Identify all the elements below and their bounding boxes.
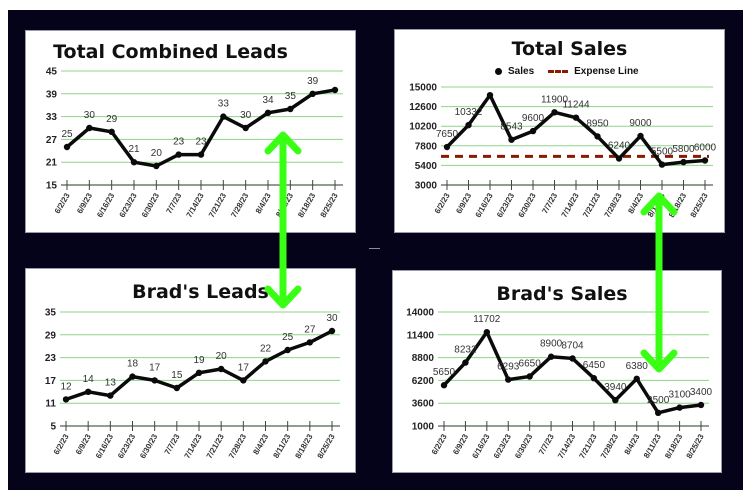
legend-sales-marker-icon bbox=[495, 68, 502, 75]
svg-text:35: 35 bbox=[45, 308, 57, 319]
svg-text:30: 30 bbox=[326, 313, 338, 324]
svg-text:12600: 12600 bbox=[409, 102, 437, 113]
svg-text:15000: 15000 bbox=[409, 83, 437, 94]
svg-text:5500: 5500 bbox=[651, 147, 674, 158]
svg-text:23: 23 bbox=[195, 137, 207, 148]
svg-text:9000: 9000 bbox=[629, 118, 652, 129]
svg-text:9600: 9600 bbox=[522, 113, 545, 124]
chart-title: Total Combined Leads bbox=[53, 41, 288, 63]
svg-text:6200: 6200 bbox=[412, 376, 435, 387]
svg-text:19: 19 bbox=[193, 355, 205, 366]
svg-text:27: 27 bbox=[46, 135, 58, 146]
legend-expense-label: Expense Line bbox=[574, 66, 639, 77]
svg-text:8900: 8900 bbox=[540, 339, 563, 350]
svg-text:3940: 3940 bbox=[604, 382, 627, 393]
svg-text:13: 13 bbox=[105, 378, 117, 389]
svg-text:20: 20 bbox=[151, 148, 163, 159]
svg-text:3400: 3400 bbox=[690, 387, 713, 398]
svg-text:10332: 10332 bbox=[455, 107, 483, 118]
chart-title: Brad's Leads bbox=[132, 281, 269, 303]
svg-text:29: 29 bbox=[106, 114, 118, 125]
svg-text:27: 27 bbox=[304, 324, 316, 335]
chart-title: Brad's Sales bbox=[496, 283, 628, 305]
svg-text:5400: 5400 bbox=[415, 161, 438, 172]
svg-text:30: 30 bbox=[84, 110, 96, 121]
svg-text:21: 21 bbox=[46, 158, 58, 169]
svg-text:23: 23 bbox=[45, 353, 57, 364]
svg-text:33: 33 bbox=[218, 99, 230, 110]
svg-text:11702: 11702 bbox=[473, 314, 501, 325]
svg-text:12: 12 bbox=[60, 381, 72, 392]
svg-text:14: 14 bbox=[83, 374, 95, 385]
svg-text:33: 33 bbox=[46, 112, 58, 123]
svg-text:25: 25 bbox=[282, 332, 294, 343]
svg-text:14000: 14000 bbox=[406, 308, 434, 319]
double-arrow-icon-sales bbox=[640, 192, 678, 373]
svg-text:8800: 8800 bbox=[412, 353, 435, 364]
chart-panel-total-sales: Total Sales Sales Expense Line 3000 5400 7… bbox=[394, 29, 725, 233]
svg-text:2500: 2500 bbox=[647, 395, 670, 406]
svg-text:8232: 8232 bbox=[454, 345, 477, 356]
double-arrow-icon-leads bbox=[264, 131, 302, 309]
svg-text:15: 15 bbox=[46, 181, 58, 192]
svg-text:30: 30 bbox=[240, 110, 252, 121]
svg-text:45: 45 bbox=[46, 67, 58, 78]
svg-text:39: 39 bbox=[46, 89, 58, 100]
svg-text:25: 25 bbox=[61, 129, 73, 140]
legend-expense-dash-icon bbox=[548, 70, 569, 73]
svg-text:11244: 11244 bbox=[562, 100, 590, 111]
chart-title: Total Sales bbox=[511, 38, 628, 60]
svg-text:35: 35 bbox=[285, 91, 297, 102]
svg-text:11: 11 bbox=[45, 399, 56, 410]
legend-sales-label: Sales bbox=[508, 66, 535, 77]
svg-text:39: 39 bbox=[307, 76, 319, 87]
svg-text:34: 34 bbox=[262, 95, 274, 106]
svg-text:23: 23 bbox=[173, 137, 185, 148]
svg-text:7650: 7650 bbox=[436, 129, 459, 140]
svg-text:8543: 8543 bbox=[500, 122, 523, 133]
chart-legend: Sales Expense Line bbox=[495, 66, 639, 77]
svg-text:7800: 7800 bbox=[415, 141, 438, 152]
svg-text:8704: 8704 bbox=[561, 340, 584, 351]
svg-text:17: 17 bbox=[238, 362, 250, 373]
svg-text:6380: 6380 bbox=[626, 361, 649, 372]
svg-text:17: 17 bbox=[149, 362, 161, 373]
svg-text:17: 17 bbox=[45, 376, 57, 387]
svg-text:10200: 10200 bbox=[409, 122, 437, 133]
svg-text:21: 21 bbox=[128, 144, 140, 155]
chart-panel-brads-sales: Brad's Sales 1000 3600 6200 8800 11400 14000 6… bbox=[392, 270, 722, 473]
chart-panel-total-combined-leads: Total Combined Leads 15 21 27 33 39 45 6/2/23 6… bbox=[25, 30, 356, 233]
svg-text:22: 22 bbox=[260, 343, 272, 354]
svg-text:20: 20 bbox=[216, 351, 228, 362]
svg-text:5800: 5800 bbox=[672, 144, 695, 155]
svg-text:3000: 3000 bbox=[415, 181, 438, 192]
svg-text:18: 18 bbox=[127, 359, 139, 370]
svg-text:6293: 6293 bbox=[497, 362, 520, 373]
svg-text:3100: 3100 bbox=[668, 390, 691, 401]
svg-text:6650: 6650 bbox=[519, 358, 542, 369]
svg-text:6450: 6450 bbox=[583, 360, 606, 371]
svg-text:3600: 3600 bbox=[412, 399, 435, 410]
svg-text:11900: 11900 bbox=[541, 94, 569, 105]
svg-text:5: 5 bbox=[50, 422, 56, 433]
svg-text:6000: 6000 bbox=[694, 143, 717, 154]
svg-text:8950: 8950 bbox=[586, 118, 609, 129]
svg-text:1000: 1000 bbox=[412, 422, 435, 433]
svg-text:6240: 6240 bbox=[608, 141, 631, 152]
svg-text:15: 15 bbox=[171, 370, 183, 381]
divider-dash bbox=[369, 248, 380, 249]
svg-text:29: 29 bbox=[45, 330, 57, 341]
chart-panel-brads-leads: Brad's Leads 5 11 17 23 29 35 6/2/23 6/9/23 6/16… bbox=[25, 268, 356, 473]
svg-text:5650: 5650 bbox=[433, 367, 456, 378]
svg-text:11400: 11400 bbox=[407, 330, 435, 341]
